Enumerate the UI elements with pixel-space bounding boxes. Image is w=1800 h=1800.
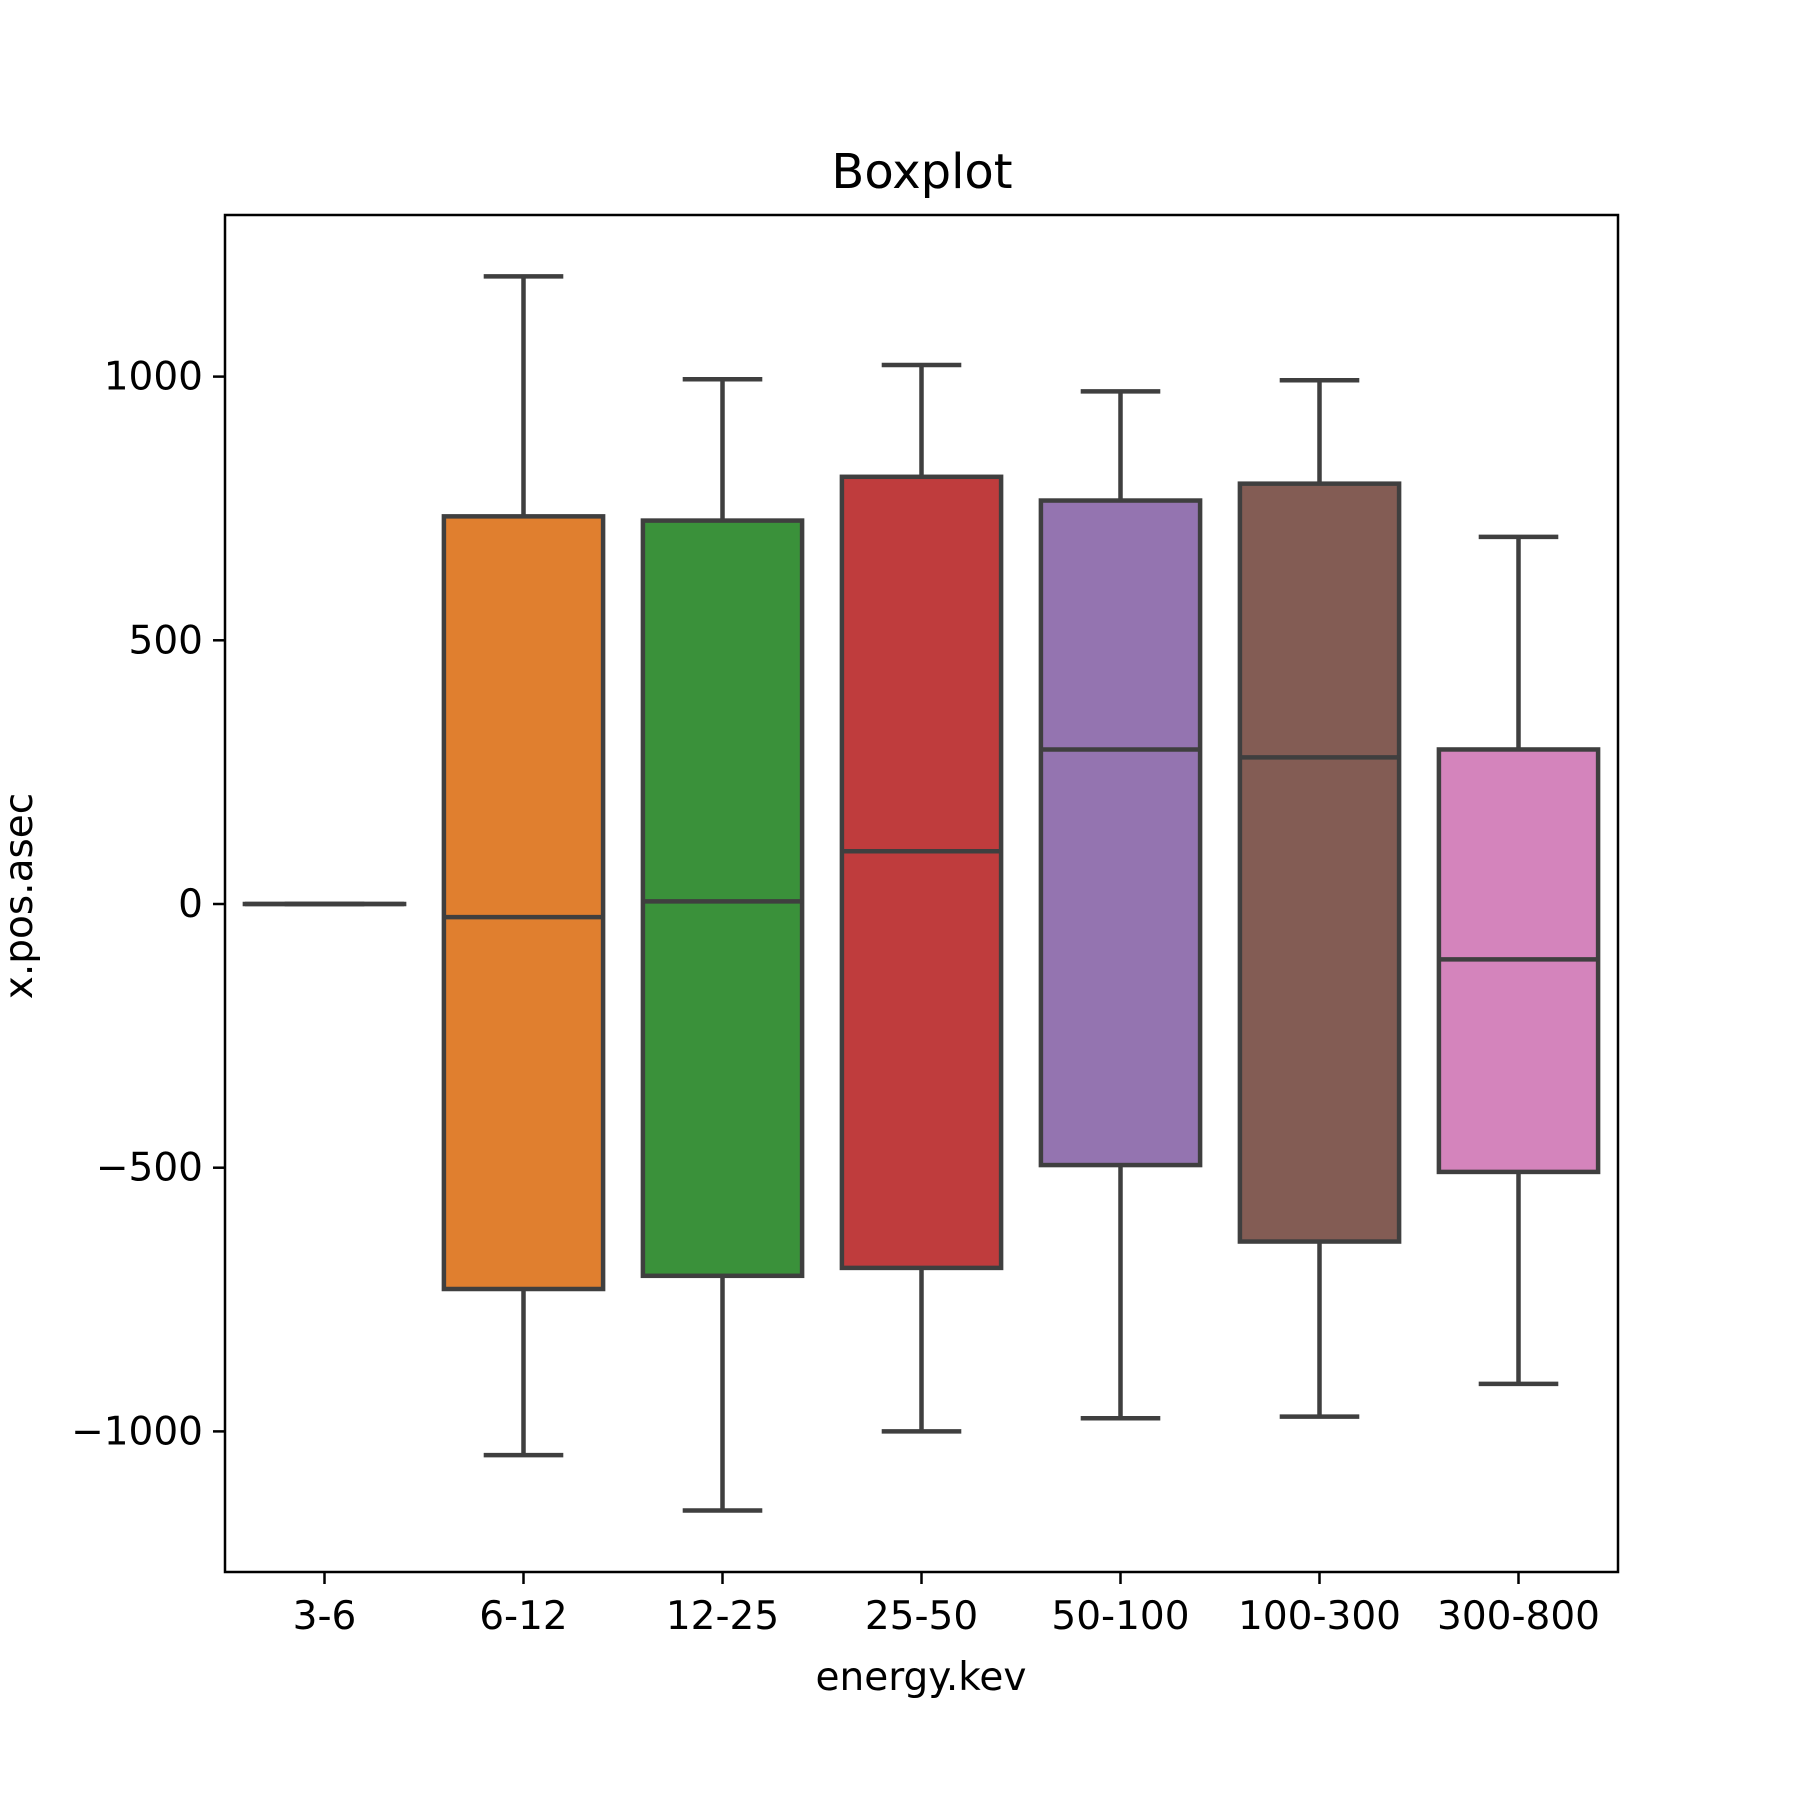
box-group-6-12 — [441, 274, 606, 1458]
box-group-100-300 — [1237, 378, 1402, 1419]
y-axis: 1000 500 0 −500 −1000 — [71, 355, 225, 1454]
y-tick-label: −500 — [96, 1146, 203, 1191]
box-group-25-50 — [839, 362, 1004, 1434]
x-tick-label: 100-300 — [1238, 1594, 1401, 1639]
box-group-12-25 — [640, 376, 805, 1513]
x-tick-label: 25-50 — [865, 1594, 978, 1639]
x-tick-label: 12-25 — [666, 1594, 779, 1639]
plot-area — [242, 274, 1601, 1513]
x-axis-label: energy.kev — [816, 1655, 1027, 1700]
x-tick-label: 3-6 — [293, 1594, 357, 1639]
x-tick-label: 6-12 — [479, 1594, 568, 1639]
x-tick-label: 50-100 — [1051, 1594, 1189, 1639]
y-tick-label: 1000 — [104, 355, 203, 400]
y-tick-label: 500 — [129, 618, 203, 663]
y-tick-label: −1000 — [71, 1409, 203, 1454]
box-group-300-800 — [1436, 534, 1601, 1387]
y-tick-label: 0 — [178, 882, 203, 927]
box-50-100 — [1038, 498, 1203, 1168]
chart-title: Boxplot — [831, 144, 1012, 200]
x-axis: 3-6 6-12 12-25 25-50 50-100 100-300 300-800 — [293, 1572, 1600, 1639]
box-100-300 — [1237, 481, 1402, 1244]
box-group-50-100 — [1038, 389, 1203, 1421]
box-12-25 — [640, 518, 805, 1279]
box-25-50 — [839, 474, 1004, 1271]
x-tick-label: 300-800 — [1437, 1594, 1600, 1639]
plot-frame — [223, 213, 1620, 1574]
y-axis-label: x.pos.asec — [0, 793, 42, 999]
box-6-12 — [441, 514, 606, 1292]
